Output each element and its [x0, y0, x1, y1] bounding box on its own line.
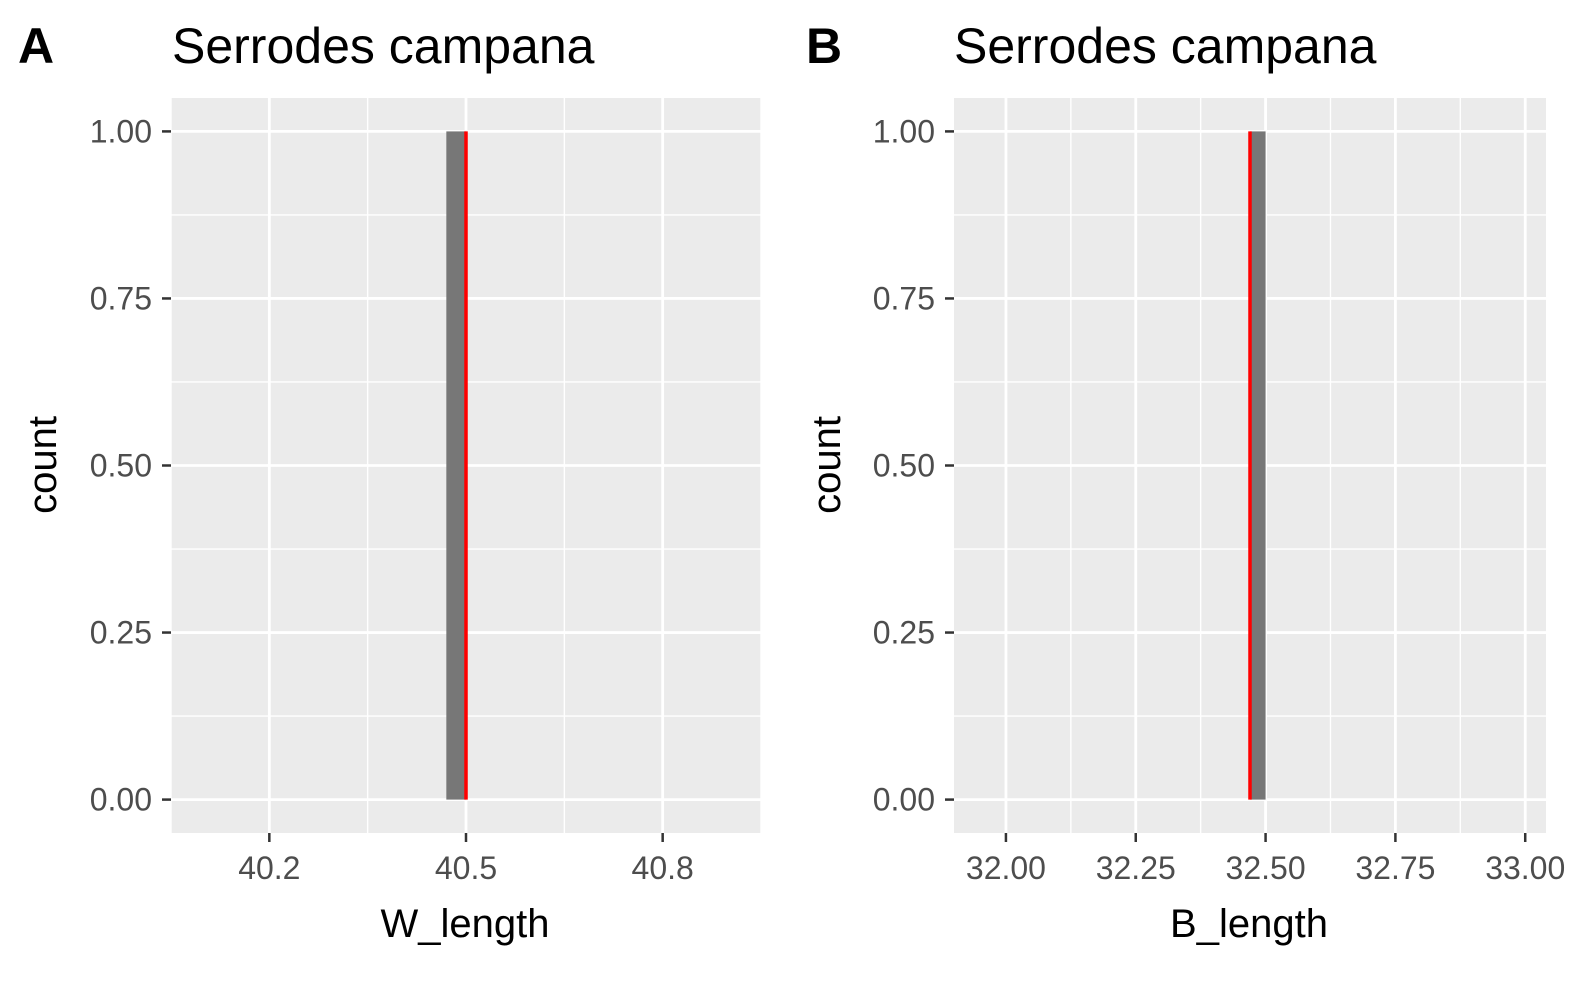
x-tick-label: 32.75 — [1355, 850, 1435, 886]
x-tick-label: 40.5 — [435, 850, 497, 886]
chart-title: Serrodes campana — [172, 18, 595, 74]
chart-title: Serrodes campana — [954, 18, 1377, 74]
histogram-bar — [1250, 131, 1266, 800]
panel-tag: B — [806, 18, 842, 74]
x-tick-label: 32.50 — [1226, 850, 1306, 886]
y-tick-label: 0.00 — [90, 782, 152, 818]
panel-a: A Serrodes campana 0.00 0.25 0.50 0.75 1.00 4… — [18, 18, 762, 946]
y-tick-label: 0.00 — [873, 782, 935, 818]
x-tick-label: 33.00 — [1485, 850, 1565, 886]
x-tick-label: 32.25 — [1096, 850, 1176, 886]
panel-tag: A — [18, 18, 54, 74]
y-tick-label: 0.25 — [873, 615, 935, 651]
panel-b: B Serrodes campana 0.00 0.25 0.50 0.75 1.00 3… — [805, 18, 1565, 946]
y-tick-label: 0.50 — [873, 448, 935, 484]
y-tick-label: 0.50 — [90, 448, 152, 484]
histogram-bar — [446, 131, 466, 800]
y-axis-title: count — [21, 416, 65, 514]
x-axis-title: W_length — [381, 902, 550, 946]
y-tick-label: 0.75 — [90, 280, 152, 316]
x-tick-label: 32.00 — [966, 850, 1046, 886]
y-tick-label: 1.00 — [90, 113, 152, 149]
y-axis-title: count — [805, 416, 849, 514]
x-axis-title: B_length — [1170, 902, 1328, 946]
y-tick-label: 0.75 — [873, 280, 935, 316]
x-tick-label: 40.8 — [632, 850, 694, 886]
y-tick-label: 0.25 — [90, 615, 152, 651]
x-tick-label: 40.2 — [238, 850, 300, 886]
y-tick-label: 1.00 — [873, 113, 935, 149]
